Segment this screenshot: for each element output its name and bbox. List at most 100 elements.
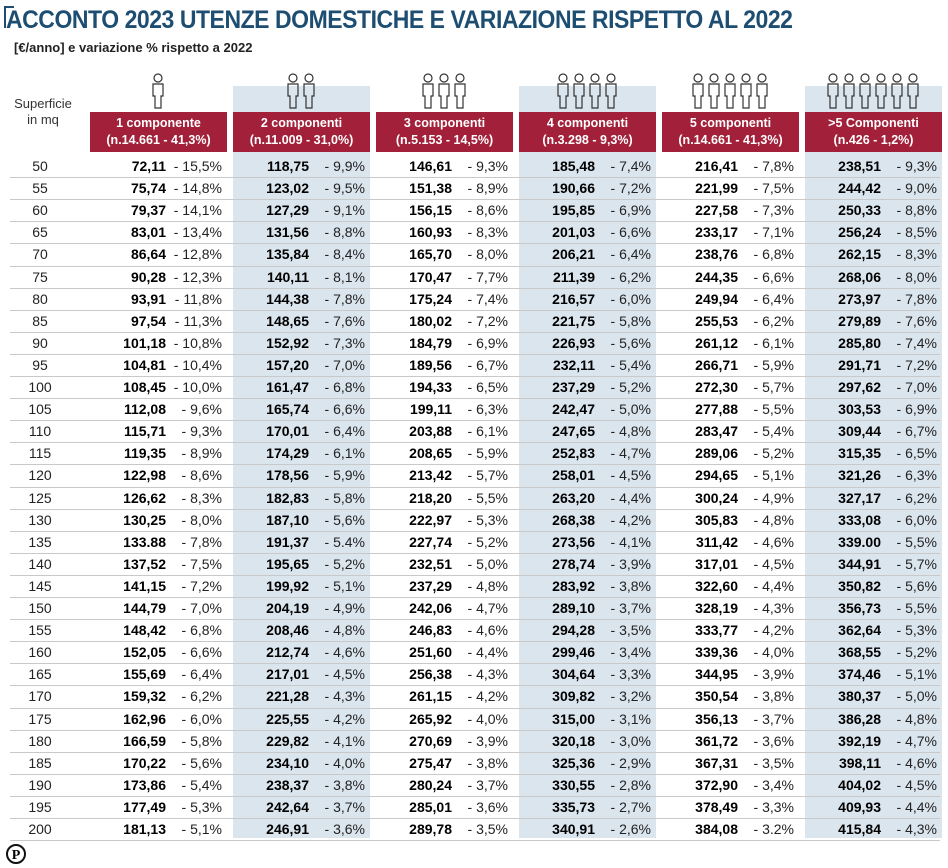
cell-variation: - 7,4% bbox=[610, 158, 651, 174]
cell-variation: - 3,6% bbox=[753, 732, 794, 749]
cell-variation: - 6,6% bbox=[324, 401, 365, 418]
cell-variation: - 3,7% bbox=[467, 776, 508, 793]
cell-variation: - 6,3% bbox=[896, 467, 937, 484]
column-header: 3 componenti (n.5.153 - 14,5%) bbox=[376, 112, 513, 152]
cell-value: 315,35 bbox=[838, 445, 881, 462]
cell-variation: - 5,9% bbox=[753, 356, 794, 373]
cell-value: 255,53 bbox=[695, 312, 738, 329]
row-rule bbox=[10, 177, 940, 179]
cell-value: 238,76 bbox=[695, 246, 738, 263]
cell-value: 141,15 bbox=[123, 577, 166, 594]
cell-variation: - 5,6% bbox=[181, 754, 222, 771]
cell-variation: - 5,7% bbox=[467, 467, 508, 484]
cell-variation: - 9,6% bbox=[181, 401, 222, 418]
cell-value: 409,93 bbox=[838, 798, 881, 815]
cell-variation: - 11,3% bbox=[174, 312, 222, 329]
cell-value: 232,11 bbox=[552, 356, 595, 373]
cell-variation: - 6,4% bbox=[324, 423, 365, 440]
cell-value: 203,88 bbox=[409, 423, 452, 440]
cell-variation: - 8,8% bbox=[896, 202, 937, 219]
column-header: 1 componente (n.14.661 - 41,3%) bbox=[90, 112, 227, 152]
cell-value: 112,08 bbox=[123, 401, 166, 418]
cell-value: 212,74 bbox=[266, 644, 309, 661]
cell-value: 252,83 bbox=[552, 445, 595, 462]
subtitle: [€/anno] e variazione % rispetto a 2022 bbox=[14, 40, 253, 55]
cell-variation: - 4,5% bbox=[324, 666, 365, 683]
cell-variation: - 3,7% bbox=[753, 710, 794, 727]
cell-value: 233,17 bbox=[695, 224, 738, 241]
cell-variation: - 4,4% bbox=[753, 577, 794, 594]
column-background bbox=[376, 86, 513, 838]
cell-value: 350,54 bbox=[695, 688, 738, 705]
row-label: 175 bbox=[28, 710, 52, 727]
cell-value: 328,19 bbox=[695, 600, 738, 616]
column-sub: (n.426 - 1,2%) bbox=[833, 133, 914, 147]
cell-value: 262,15 bbox=[838, 246, 881, 263]
column-label: 5 componenti bbox=[689, 116, 772, 130]
cell-variation: - 6,9% bbox=[467, 334, 508, 351]
cell-value: 330,55 bbox=[552, 776, 595, 793]
cell-value: 311,42 bbox=[695, 533, 738, 550]
row-rule bbox=[10, 420, 940, 422]
cell-variation: - 4,0% bbox=[324, 754, 365, 771]
row-rule bbox=[10, 818, 940, 819]
cell-variation: - 6,0% bbox=[181, 710, 222, 727]
cell-value: 283,92 bbox=[552, 577, 595, 594]
row-rule bbox=[10, 729, 940, 731]
cell-variation: - 5,5% bbox=[753, 401, 794, 418]
cell-value: 242,47 bbox=[552, 401, 595, 418]
row-label: 85 bbox=[32, 312, 48, 329]
cell-variation: - 7,4% bbox=[896, 334, 937, 351]
cell-value: 277,88 bbox=[695, 401, 738, 418]
cell-value: 386,28 bbox=[838, 710, 881, 727]
cell-value: 226,93 bbox=[552, 334, 595, 351]
cell-variation: - 7,3% bbox=[753, 202, 794, 219]
cell-value: 204,19 bbox=[266, 600, 309, 616]
column-background bbox=[662, 86, 799, 838]
cell-value: 151,38 bbox=[409, 180, 452, 197]
cell-value: 305,83 bbox=[695, 511, 738, 528]
cell-variation: - 5,4% bbox=[753, 423, 794, 440]
cell-value: 404,02 bbox=[838, 776, 881, 793]
cell-variation: - 8,1% bbox=[324, 268, 365, 285]
cell-value: 261,12 bbox=[695, 334, 738, 351]
cell-value: 159,32 bbox=[123, 688, 166, 705]
cell-value: 361,72 bbox=[695, 732, 738, 749]
row-header: Superficie in mq bbox=[14, 96, 72, 127]
cell-value: 216,57 bbox=[552, 290, 595, 307]
cell-variation: - 7,2% bbox=[181, 577, 222, 594]
cell-value: 340,91 bbox=[552, 821, 595, 837]
column-background bbox=[519, 86, 656, 838]
cell-value: 157,20 bbox=[266, 356, 309, 373]
column-background bbox=[805, 86, 942, 838]
cell-variation: - 3,3% bbox=[610, 666, 651, 683]
cell-value: 93,91 bbox=[130, 290, 166, 307]
cell-variation: - 5,1% bbox=[324, 577, 365, 594]
cell-variation: - 6,5% bbox=[896, 445, 937, 462]
cell-variation: - 4,1% bbox=[610, 533, 651, 550]
cell-value: 130,25 bbox=[123, 511, 166, 528]
row-rule bbox=[10, 641, 940, 643]
cell-value: 258,01 bbox=[552, 467, 595, 484]
cell-variation: - 7,1% bbox=[753, 224, 794, 241]
row-rule bbox=[10, 773, 940, 775]
cell-variation: - 7,0% bbox=[896, 379, 937, 395]
row-rule bbox=[10, 309, 940, 311]
row-label: 160 bbox=[28, 644, 52, 661]
cell-variation: - 3,8% bbox=[467, 754, 508, 771]
cell-value: 184,79 bbox=[409, 334, 452, 351]
cell-variation: - 6,4% bbox=[181, 666, 222, 683]
cell-value: 118,75 bbox=[266, 158, 309, 174]
row-label: 190 bbox=[28, 776, 52, 793]
cell-value: 148,65 bbox=[266, 312, 309, 329]
cell-value: 339,36 bbox=[695, 644, 738, 661]
cell-value: 170,47 bbox=[409, 268, 452, 285]
row-rule bbox=[10, 530, 940, 532]
cell-variation: - 5,5% bbox=[896, 600, 937, 616]
cell-variation: - 6,7% bbox=[467, 356, 508, 373]
cell-variation: - 6,9% bbox=[896, 401, 937, 418]
cell-variation: - 5,7% bbox=[896, 555, 937, 572]
cell-value: 244,42 bbox=[838, 180, 881, 197]
cell-value: 155,69 bbox=[123, 666, 166, 683]
column-sub: (n.14.661 - 41,3%) bbox=[106, 133, 211, 147]
